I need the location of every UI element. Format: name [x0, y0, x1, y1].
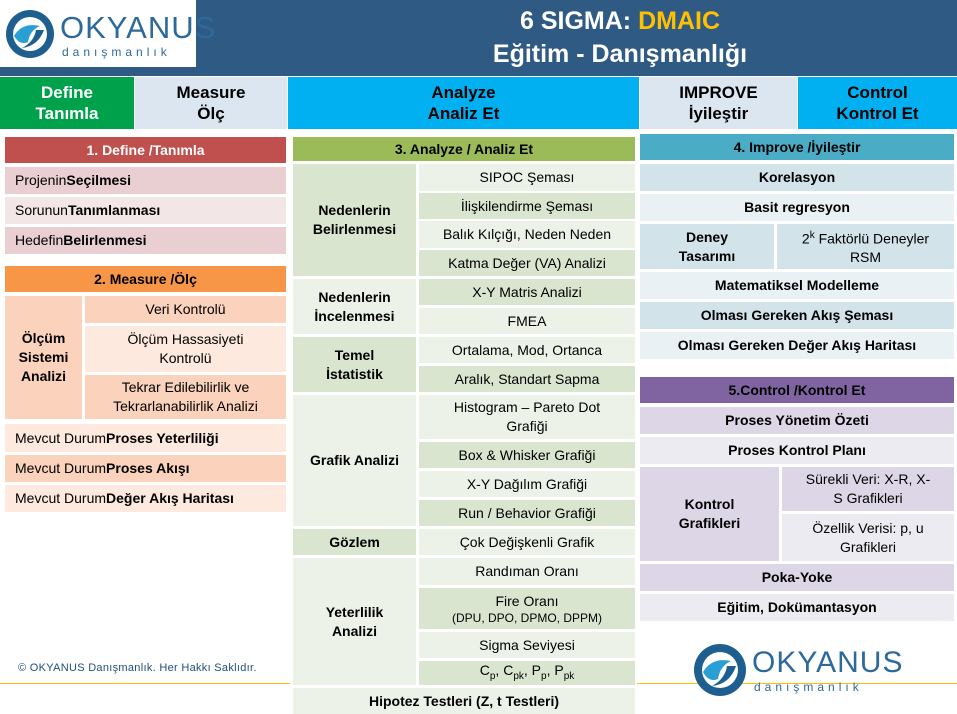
analyze-item: Ortalama, Mod, Ortanca: [419, 337, 635, 363]
define-item: Projenin Seçilmesi: [5, 167, 286, 194]
improve-factorial: 2k Faktörlü Deneyler RSM: [777, 224, 954, 269]
analyze-item: İlişkilendirme Şeması: [419, 193, 635, 219]
analyze-header: 3. Analyze / Analiz Et: [293, 137, 635, 161]
analyze-item: Balık Kılçığı, Neden Neden: [419, 221, 635, 248]
control-item: Proses Yönetim Özeti: [640, 407, 954, 434]
footer-divider: [0, 683, 290, 684]
analyze-group: Grafik Analizi: [293, 395, 416, 526]
improve-header: 4. Improve /İyileştir: [640, 134, 954, 160]
page-title: 6 SIGMA: DMAIC: [300, 7, 940, 37]
control-item: Proses Kontrol Planı: [640, 437, 954, 464]
footer-logo: OKYANUS danışmanlık: [690, 640, 904, 700]
measure-group-label: Ölçüm Sistemi Analizi: [5, 296, 82, 419]
control-header: 5.Control /Kontrol Et: [640, 377, 954, 403]
analyze-item: Randıman Oranı: [419, 558, 635, 585]
define-item: Hedefin Belirlenmesi: [5, 227, 286, 254]
analyze-item: Sigma Seviyesi: [419, 632, 635, 658]
phase-measure: Measure Ölç: [135, 77, 287, 129]
logo: OKYANUS danışmanlık: [0, 0, 215, 67]
okyanus-logo-icon: [6, 10, 54, 58]
improve-item: Olması Gereken Akış Şeması: [640, 302, 954, 329]
analyze-item: FMEA: [419, 308, 635, 334]
improve-item: Olması Gereken Değer Akış Haritası: [640, 332, 954, 359]
logo-tagline: danışmanlık: [62, 45, 171, 59]
title-accent: DMAIC: [638, 7, 720, 35]
analyze-group: Nedenlerin İncelenmesi: [293, 279, 416, 334]
define-header: 1. Define /Tanımla: [5, 137, 286, 163]
analyze-item: Aralık, Standart Sapma: [419, 366, 635, 392]
analyze-item: Histogram – Pareto Dot Grafiği: [419, 395, 635, 439]
improve-item: Korelasyon: [640, 164, 954, 191]
analyze-item: Katma Değer (VA) Analizi: [419, 250, 635, 276]
analyze-group: Yeterlilik Analizi: [293, 558, 416, 685]
control-chart-item: Sürekli Veri: X-R, X-S Grafikleri: [782, 467, 954, 511]
copyright-text: © OKYANUS Danışmanlık. Her Hakkı Saklıdı…: [18, 662, 257, 674]
control-item: Poka-Yoke: [640, 564, 954, 591]
analyze-item: Çok Değişkenli Grafik: [419, 529, 635, 555]
analyze-item: X-Y Matris Analizi: [419, 279, 635, 305]
analyze-item: X-Y Dağılım Grafiği: [419, 471, 635, 497]
improve-deney-label: Deney Tasarımı: [640, 224, 774, 269]
analyze-group: Temel İstatistik: [293, 337, 416, 392]
title-main: 6 SIGMA:: [519, 7, 639, 35]
analyze-group: Gözlem: [293, 529, 416, 555]
improve-item: Matematiksel Modelleme: [640, 272, 954, 299]
analyze-item: Box & Whisker Grafiği: [419, 442, 635, 468]
logo-name: OKYANUS: [60, 10, 217, 45]
analyze-item: Run / Behavior Grafiği: [419, 500, 635, 526]
phase-control: Control Kontrol Et: [798, 77, 957, 129]
measure-group-item: Tekrar Edilebilirlik ve Tekrarlanabilirl…: [85, 375, 286, 419]
improve-item: Basit regresyon: [640, 194, 954, 221]
footer-logo-name: OKYANUS: [752, 646, 904, 679]
footer-logo-tagline: danışmanlık: [754, 680, 863, 694]
phase-improve: IMPROVE İyileştir: [640, 77, 797, 129]
measure-group-item: Veri Kontrolü: [85, 296, 286, 323]
analyze-group: Nedenlerin Belirlenmesi: [293, 164, 416, 276]
control-item: Eğitim, Dokümantasyon: [640, 594, 954, 621]
analyze-item: SIPOC Şeması: [419, 164, 635, 191]
footer-divider: [637, 683, 957, 684]
analyze-item: Fire Oranı (DPU, DPO, DPMO, DPPM): [419, 588, 635, 629]
measure-header: 2. Measure /Ölç: [5, 266, 286, 292]
define-item: Sorunun Tanımlanması: [5, 197, 286, 224]
measure-item: Mevcut Durum Değer Akış Haritası: [5, 485, 286, 512]
control-chart-label: Kontrol Grafikleri: [640, 467, 779, 561]
measure-item: Mevcut Durum Proses Yeterliliği: [5, 424, 286, 452]
measure-item: Mevcut Durum Proses Akışı: [5, 455, 286, 482]
analyze-footer: Hipotez Testleri (Z, t Testleri): [293, 688, 635, 714]
control-chart-item: Özellik Verisi: p, u Grafikleri: [782, 514, 954, 561]
analyze-item-process-indices: Cp, Cpk, Pp, Ppk: [419, 661, 635, 685]
okyanus-logo-icon: [694, 644, 746, 696]
phase-analyze: Analyze Analiz Et: [288, 77, 639, 129]
measure-group-item: Ölçüm Hassasiyeti Kontrolü: [85, 326, 286, 372]
phase-define: Define Tanımla: [0, 77, 134, 129]
page-subtitle: Eğitim - Danışmanlığı: [492, 40, 748, 68]
